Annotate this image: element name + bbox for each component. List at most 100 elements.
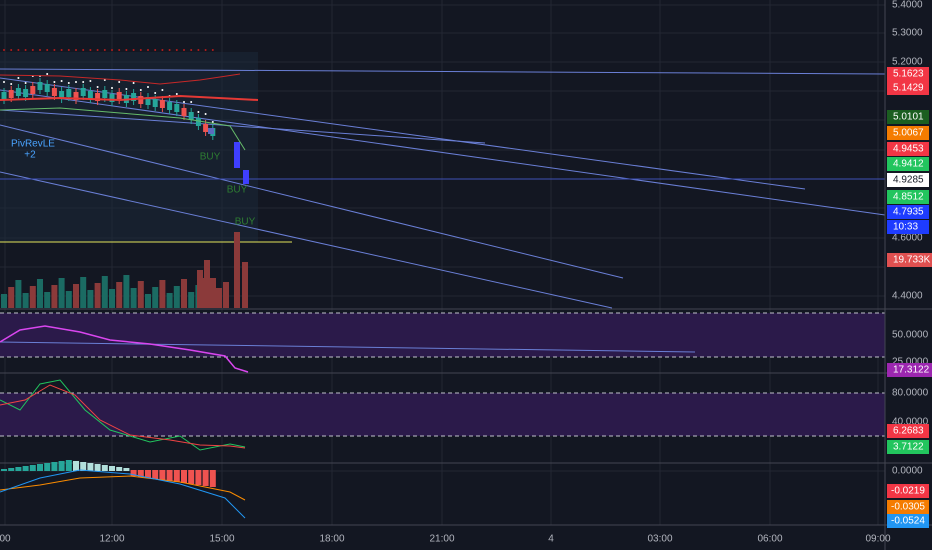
volume xyxy=(123,275,130,308)
dot xyxy=(75,49,77,51)
macd-hist xyxy=(188,470,195,484)
volume xyxy=(80,277,87,308)
time-tick: 03:00 xyxy=(647,534,672,545)
price-badge-label: 4.9453 xyxy=(893,144,924,155)
dot xyxy=(24,49,27,51)
volume-badge xyxy=(887,253,932,267)
candle xyxy=(145,97,151,105)
price-badge xyxy=(887,205,929,219)
candle xyxy=(138,96,144,104)
volume xyxy=(130,288,137,308)
volume xyxy=(58,278,65,308)
price-badge xyxy=(887,190,929,204)
macd-hist xyxy=(130,470,137,476)
macd-badge xyxy=(887,500,929,514)
dot xyxy=(46,49,49,51)
dot xyxy=(183,49,185,51)
price-badge xyxy=(887,126,929,140)
dot xyxy=(161,89,164,91)
dot xyxy=(111,87,113,89)
dot xyxy=(132,49,135,51)
macd-hist xyxy=(173,470,180,482)
candle xyxy=(131,93,137,101)
price-badge-label: 5.1623 xyxy=(893,69,924,80)
time-tick: 18:00 xyxy=(319,534,344,545)
dot xyxy=(96,49,99,51)
macd-hist xyxy=(181,470,187,483)
volume xyxy=(173,286,180,308)
macd-hist xyxy=(159,470,166,480)
candle xyxy=(23,89,29,97)
band-lines xyxy=(0,312,885,437)
macd-hist xyxy=(209,470,216,487)
volume xyxy=(15,280,22,308)
ma-green xyxy=(0,107,246,151)
candle xyxy=(44,84,50,92)
price-badge-label: 5.1429 xyxy=(893,83,924,94)
dot xyxy=(10,83,13,85)
candle xyxy=(15,88,21,96)
price-badge-label: 4.9285 xyxy=(893,175,924,186)
macd xyxy=(0,475,246,501)
macd-hist xyxy=(87,463,94,471)
price-badge xyxy=(887,67,929,81)
candle xyxy=(195,118,201,126)
price-badge xyxy=(887,157,929,171)
candle xyxy=(152,99,158,107)
dot xyxy=(168,49,171,51)
dot xyxy=(31,49,34,51)
dot xyxy=(103,49,106,51)
dot xyxy=(118,49,121,51)
price-badge-label: 5.0067 xyxy=(893,128,924,139)
price-badge xyxy=(887,81,929,95)
dot xyxy=(89,49,92,51)
macd-hist xyxy=(51,462,58,471)
volume xyxy=(1,294,7,308)
dot xyxy=(111,49,113,51)
volume xyxy=(181,279,187,308)
price-badge-label: 4.8512 xyxy=(893,192,924,203)
rsi-badge xyxy=(887,363,932,377)
time-tick: 21:00 xyxy=(429,534,454,545)
macd-hist xyxy=(22,466,29,471)
candle xyxy=(66,89,72,97)
buy-label: BUY xyxy=(235,217,256,228)
volume xyxy=(94,283,101,308)
candle xyxy=(80,88,86,96)
time-tick: 12:00 xyxy=(99,534,124,545)
stoch-k xyxy=(0,379,246,451)
candle xyxy=(95,93,101,101)
stoch-tick: 40.0000 xyxy=(892,417,929,428)
macd-hist xyxy=(137,470,144,477)
price-badge-label: 5.0101 xyxy=(893,112,924,123)
candle xyxy=(234,142,240,168)
candle xyxy=(208,128,214,134)
volume xyxy=(51,285,58,308)
dot xyxy=(67,49,70,51)
macd-hist xyxy=(94,464,101,471)
dot xyxy=(147,49,149,51)
macd-hist xyxy=(101,465,108,471)
volume xyxy=(65,291,72,308)
candle xyxy=(30,86,36,94)
dot xyxy=(3,81,5,83)
dot xyxy=(147,86,149,88)
dot xyxy=(60,49,63,51)
candle xyxy=(59,91,65,99)
macd-hist xyxy=(123,468,130,471)
time-tick: 4 xyxy=(548,534,554,545)
dot xyxy=(17,49,20,51)
dot xyxy=(190,49,193,51)
signal xyxy=(0,469,246,519)
macd-badge xyxy=(887,514,929,528)
candle xyxy=(1,92,7,100)
volume xyxy=(44,292,51,308)
price-tick: 4.4000 xyxy=(892,291,923,302)
macd-hist xyxy=(8,468,15,471)
price-tick: 5.2000 xyxy=(892,57,923,68)
volume xyxy=(73,284,79,308)
volume xyxy=(152,287,159,308)
volume xyxy=(159,280,166,308)
macd-hist xyxy=(58,461,65,471)
buy-label: BUY xyxy=(200,152,221,163)
